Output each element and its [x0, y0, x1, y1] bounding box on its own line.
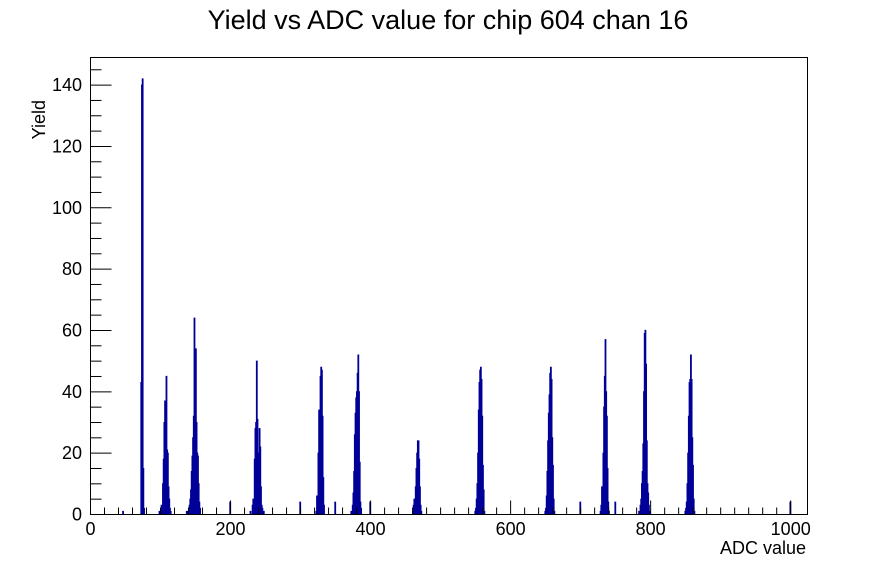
histogram-bin: [249, 510, 252, 515]
x-tick-label: 1000: [771, 519, 811, 539]
histogram-bins: [122, 78, 792, 515]
histogram-bin: [321, 415, 324, 515]
y-tick-label: 20: [62, 443, 82, 463]
histogram-bin: [262, 510, 265, 515]
histogram-bin: [259, 446, 262, 515]
histogram-bin: [197, 483, 200, 515]
plot-frame: [90, 57, 808, 515]
histogram-bin: [143, 507, 145, 515]
y-tick-label: 140: [52, 75, 82, 95]
histogram-bin: [158, 510, 161, 515]
histogram-bin: [166, 452, 169, 515]
histogram-bin: [552, 464, 554, 515]
tick-labels: 0 200 400 600 800 1000 0 20 40 60 80 100 120 140: [52, 75, 811, 539]
histogram-bin: [261, 507, 264, 515]
tick-marks: [90, 69, 792, 515]
histogram-bin: [605, 415, 608, 515]
histogram-bin: [419, 504, 422, 515]
y-tick-label: 120: [52, 136, 82, 156]
histogram-bin: [692, 464, 694, 515]
histogram-bin: [645, 363, 648, 515]
histogram-bin: [648, 504, 650, 515]
x-tick-label: 0: [85, 519, 95, 539]
histogram-bin: [358, 461, 361, 515]
x-tick-label: 800: [636, 519, 666, 539]
histogram-bin: [350, 510, 353, 515]
y-tick-label: 0: [72, 505, 82, 525]
histogram-bin: [168, 498, 171, 515]
histogram-bin: [169, 510, 172, 515]
y-tick-label: 100: [52, 198, 82, 218]
histogram-bin: [647, 492, 650, 515]
y-tick-label: 60: [62, 320, 82, 340]
histogram-bin: [692, 498, 695, 515]
histogram-bin: [142, 467, 145, 515]
histogram-bin: [322, 477, 325, 515]
x-tick-label: 400: [356, 519, 386, 539]
histogram-bin: [141, 78, 144, 515]
histogram-bin: [358, 391, 360, 515]
histogram-bin: [648, 510, 651, 515]
histogram-bin: [552, 498, 555, 515]
x-tick-label: 200: [216, 519, 246, 539]
histogram-bin: [645, 440, 648, 515]
histogram-bin: [122, 510, 124, 515]
histogram-bin: [199, 507, 201, 515]
histogram-bin: [360, 507, 363, 515]
histogram-bin: [165, 375, 168, 515]
histogram-bin: [334, 501, 337, 515]
x-tick-label: 600: [496, 519, 526, 539]
y-tick-label: 80: [62, 259, 82, 279]
chart-title: Yield vs ADC value for chip 604 chan 16: [208, 5, 689, 35]
histogram-bin: [323, 504, 325, 515]
y-tick-label: 40: [62, 382, 82, 402]
histogram-bin: [483, 510, 486, 515]
histogram-bin: [693, 510, 696, 515]
x-axis-label: ADC value: [720, 538, 806, 558]
histogram-bin: [160, 504, 163, 515]
histogram-bin: [419, 486, 421, 515]
histogram-bin: [606, 467, 609, 515]
histogram-bin: [553, 510, 556, 515]
histogram-bin: [482, 489, 485, 515]
histogram-bin: [420, 510, 423, 515]
histogram-bin: [260, 486, 262, 515]
y-axis-label: Yield: [29, 100, 49, 139]
histogram-bin: [185, 510, 188, 515]
histogram-bin: [638, 510, 640, 515]
histogram-bin: [614, 501, 617, 515]
